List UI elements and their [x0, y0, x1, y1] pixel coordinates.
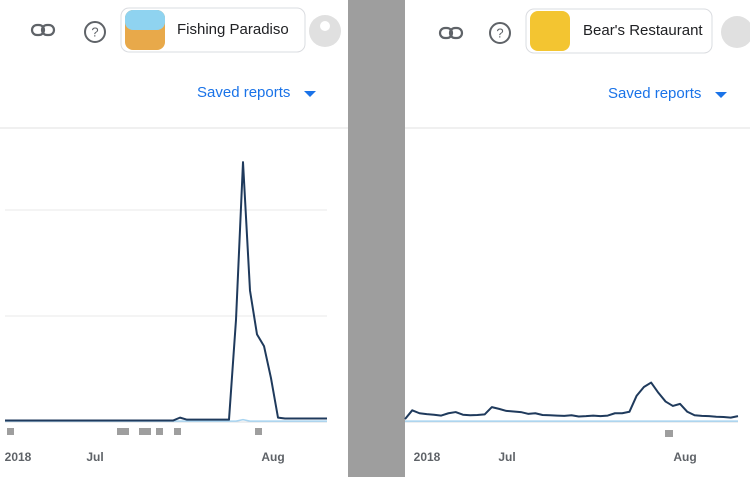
avatar[interactable]: [721, 16, 750, 48]
saved-reports[interactable]: Saved reports: [608, 85, 701, 102]
data-line: [5, 161, 327, 422]
app-chip[interactable]: [525, 8, 713, 54]
app-chip[interactable]: [120, 7, 306, 53]
app-icon-sky: [125, 10, 165, 30]
data-line: [404, 381, 739, 420]
app-icon: [530, 11, 570, 51]
app-name: Bear's Restaurant: [583, 22, 703, 39]
help-mark: ?: [91, 24, 98, 39]
header-right: ? Bear's Restaurant Saved reports: [405, 8, 750, 129]
x-tick-label: 2018: [414, 450, 441, 464]
divider: [348, 0, 405, 477]
x-tick-label: Jul: [86, 450, 103, 464]
x-tick-label: Aug: [261, 450, 284, 464]
annotation-markers: [7, 428, 673, 437]
x-tick-label: Aug: [673, 450, 696, 464]
dropdown-arrow: [715, 92, 727, 98]
avatar-head: [320, 21, 330, 31]
saved-reports[interactable]: Saved reports: [197, 84, 290, 101]
link-icon[interactable]: [30, 23, 56, 37]
help-mark: ?: [496, 25, 503, 40]
help-icon[interactable]: [84, 21, 106, 43]
x-tick-label: Jul: [498, 450, 515, 464]
dropdown-arrow: [304, 91, 316, 97]
header-left: ? Fishing Paradiso Saved reports: [0, 7, 348, 317]
x-tick-label: 2018: [5, 450, 32, 464]
app-name: Fishing Paradiso: [177, 21, 289, 38]
help-icon[interactable]: [489, 22, 511, 44]
link-icon[interactable]: [438, 26, 464, 40]
